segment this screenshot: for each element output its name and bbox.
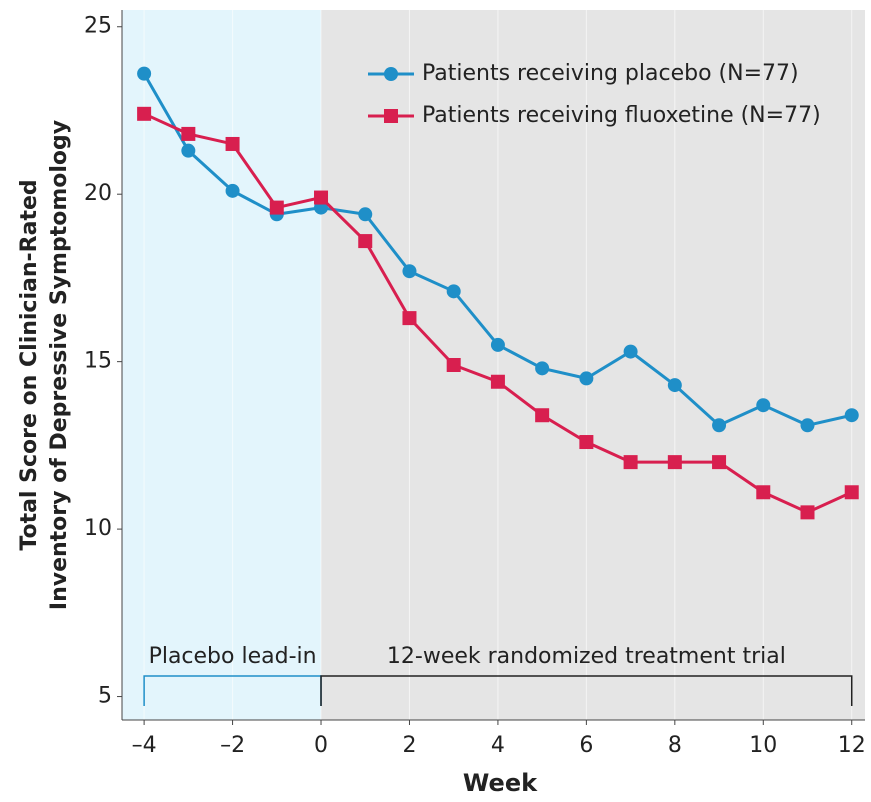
y-tick-label: 5 (98, 684, 112, 709)
marker (358, 207, 373, 222)
marker (712, 455, 727, 470)
x-tick-label: 10 (749, 733, 777, 758)
marker (579, 435, 594, 450)
marker (181, 126, 196, 141)
x-tick-label: 12 (838, 733, 866, 758)
marker (402, 311, 417, 326)
y-tick-label: 15 (84, 349, 112, 374)
phase-label: Placebo lead-in (149, 644, 317, 669)
marker (623, 344, 638, 359)
marker (269, 200, 284, 215)
y-axis-label: Total Score on Clinician-Rated (17, 179, 42, 550)
marker (667, 378, 682, 393)
phase-label: 12-week randomized treatment trial (387, 644, 786, 669)
x-tick-label: –2 (220, 733, 245, 758)
x-tick-label: 2 (402, 733, 416, 758)
marker (756, 398, 771, 413)
y-tick-label: 20 (84, 181, 112, 206)
marker (358, 234, 373, 249)
marker (225, 183, 240, 198)
marker (667, 455, 682, 470)
marker (446, 358, 461, 372)
legend-label: Patients receiving fluoxetine (N=77) (422, 103, 821, 128)
legend-marker (384, 67, 398, 81)
phase-background (321, 10, 866, 720)
marker (446, 284, 461, 299)
marker (225, 136, 240, 151)
marker (535, 361, 550, 376)
marker (844, 485, 859, 500)
marker (402, 264, 417, 279)
marker (137, 106, 152, 121)
marker (314, 190, 329, 205)
legend-marker (384, 109, 398, 123)
marker (623, 455, 638, 470)
marker (712, 418, 727, 433)
legend-label: Patients receiving placebo (N=77) (422, 61, 799, 86)
y-tick-label: 10 (84, 516, 112, 541)
x-tick-label: 6 (579, 733, 593, 758)
marker (490, 374, 505, 389)
marker (490, 337, 505, 352)
x-tick-label: 4 (491, 733, 505, 758)
phase-background (122, 10, 322, 720)
y-axis-label: Inventory of Depressive Symptomology (47, 120, 72, 610)
x-tick-label: –4 (132, 733, 157, 758)
y-tick-label: 25 (84, 14, 112, 39)
phase-bracket (320, 675, 853, 706)
x-axis-label: Week (463, 769, 538, 797)
marker (844, 408, 859, 423)
marker (181, 143, 196, 158)
marker (579, 371, 594, 386)
x-tick-label: 8 (668, 733, 682, 758)
marker (756, 485, 771, 500)
marker (535, 408, 550, 423)
marker (800, 418, 815, 433)
marker (137, 66, 152, 81)
marker (800, 505, 815, 520)
x-tick-label: 0 (314, 733, 328, 758)
